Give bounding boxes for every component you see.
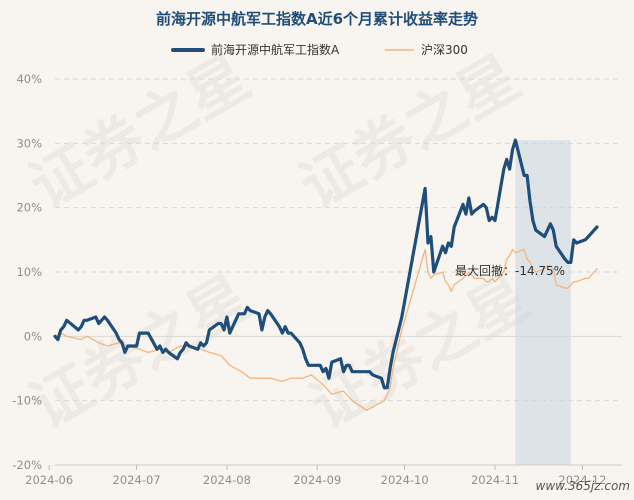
legend-label-fund: 前海开源中航军工指数A	[211, 42, 340, 57]
y-axis: 40% 30% 20% 10% 0% -10% -20%	[12, 72, 42, 472]
drawdown-region	[515, 140, 571, 465]
watermark-text: 证券之星	[289, 42, 532, 223]
x-tick-label: 2024-12	[558, 473, 606, 487]
y-tick-label: 30%	[16, 136, 42, 150]
drawdown-label: 最大回撤：-14.75%	[455, 263, 565, 278]
x-tick-label: 2024-09	[293, 473, 341, 487]
y-tick-label: 40%	[16, 72, 42, 86]
y-tick-label: -20%	[12, 458, 42, 472]
drawdown-band	[515, 140, 571, 465]
site-watermark: www.365jz.com	[536, 479, 630, 493]
x-tick-label: 2024-11	[471, 473, 519, 487]
legend: 前海开源中航军工指数A 沪深300	[171, 42, 468, 57]
annotations: 最大回撤：-14.75%	[455, 263, 565, 278]
watermark-text: 证券之星	[19, 42, 262, 223]
x-tick-label: 2024-06	[25, 473, 73, 487]
chart-title: 前海开源中航军工指数A近6个月累计收益率走势	[156, 10, 478, 28]
legend-label-index: 沪深300	[421, 43, 468, 57]
watermark-text: 证券之星	[19, 262, 262, 443]
y-tick-label: 20%	[16, 201, 42, 215]
x-tick-label: 2024-08	[203, 473, 251, 487]
watermark-text: 证券之星	[299, 262, 542, 443]
series-line-fund	[53, 138, 599, 390]
x-axis: 2024-06 2024-07 2024-08 2024-09 2024-10 2024-…	[25, 464, 622, 487]
x-tick-label: 2024-10	[381, 473, 429, 487]
series-lines	[53, 138, 599, 411]
y-tick-label: 0%	[24, 329, 42, 343]
y-tick-label: 10%	[16, 265, 42, 279]
y-tick-label: -10%	[12, 394, 42, 408]
x-tick-label: 2024-07	[113, 473, 161, 487]
